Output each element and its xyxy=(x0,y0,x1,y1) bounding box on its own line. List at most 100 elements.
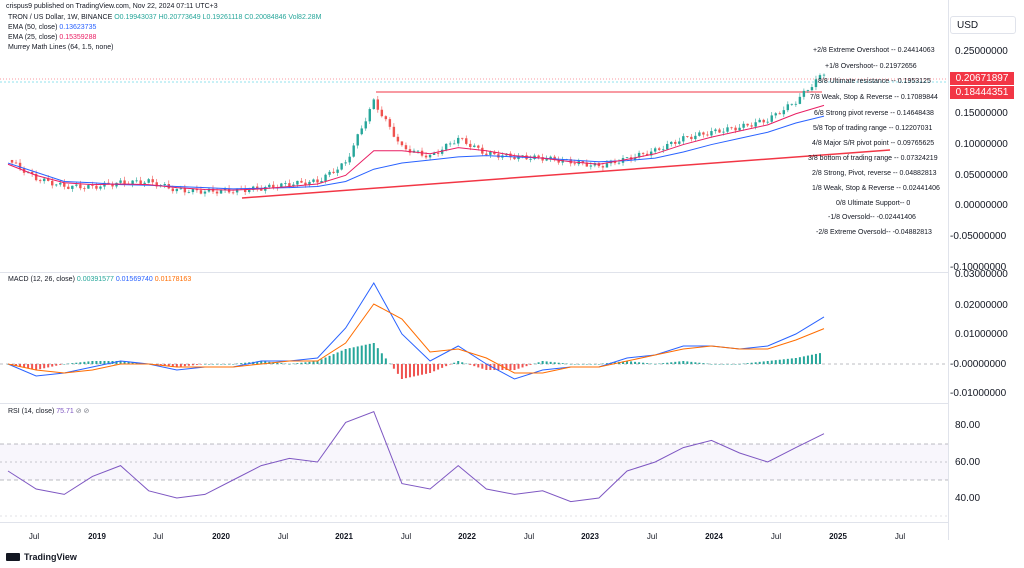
symbol-legend[interactable]: TRON / US Dollar, 1W, BINANCE O0.1994303… xyxy=(8,14,321,21)
macd-hist-bar xyxy=(15,364,18,366)
candle-body xyxy=(219,189,223,194)
candle-body xyxy=(340,163,343,170)
time-tick: 2024 xyxy=(705,532,723,541)
macd-hist-bar xyxy=(722,364,725,365)
macd-hist-bar xyxy=(658,363,661,365)
candle-body xyxy=(818,75,822,80)
macd-hist-bar xyxy=(123,361,126,364)
rsi-line xyxy=(7,410,825,503)
candle-body xyxy=(541,157,544,161)
ema25-legend[interactable]: EMA (25, close) 0.15359288 xyxy=(8,34,96,41)
murrey-label: Murrey Math Lines (64, 1.5, none) xyxy=(8,44,114,51)
candle-body xyxy=(388,119,392,127)
candle-body xyxy=(436,152,440,154)
chart-canvas[interactable] xyxy=(0,0,948,540)
candle-body xyxy=(706,134,709,136)
candle-body xyxy=(211,188,215,192)
pane-divider-rsi[interactable] xyxy=(0,403,948,404)
macd-hist-bar xyxy=(216,364,219,365)
symbol-title: TRON / US Dollar, 1W, BINANCE xyxy=(8,14,113,21)
macd-hist-bar xyxy=(473,364,476,367)
ema25-label: EMA (25, close) xyxy=(8,34,58,41)
murrey-level: +2/8 Extreme Overshoot -- 0.24414063 xyxy=(813,47,935,54)
candle-body xyxy=(59,182,62,185)
macd-hist-bar xyxy=(71,363,74,364)
macd-hist-bar xyxy=(195,364,198,365)
candle-body xyxy=(380,109,384,117)
candle-body xyxy=(416,150,420,152)
candle-body xyxy=(171,188,175,192)
macd-hist-bar xyxy=(802,356,805,364)
candle-body xyxy=(368,109,371,122)
macd-hist-bar xyxy=(79,362,82,364)
macd-hist-bar xyxy=(368,343,371,364)
candle-body xyxy=(203,191,207,194)
murrey-level: 0/8 Ultimate Support-- 0 xyxy=(836,200,911,207)
candle-body xyxy=(344,162,347,164)
candle-body xyxy=(601,166,605,168)
candle-body xyxy=(308,181,311,186)
macd-hist-bar xyxy=(115,361,118,364)
rsi-settings-icon[interactable]: ⊘ ⊘ xyxy=(75,408,90,415)
candle-body xyxy=(573,163,576,165)
candle-body xyxy=(300,180,303,183)
murrey-level: 3/8 bottom of trading range -- 0.0732421… xyxy=(808,155,938,162)
macd-hist-bar xyxy=(577,364,580,365)
macd-hist-bar xyxy=(425,364,428,374)
candle-body xyxy=(718,129,721,133)
macd-hist-bar xyxy=(107,361,110,364)
pane-divider-macd[interactable] xyxy=(0,272,948,273)
macd-hist-bar xyxy=(638,362,641,364)
candle-body xyxy=(428,154,432,158)
macd-hist-bar xyxy=(662,363,665,364)
macd-hist-bar xyxy=(634,361,637,364)
candle-body xyxy=(641,152,645,154)
candle-body xyxy=(798,96,802,104)
rsi-legend[interactable]: RSI (14, close) 75.71 ⊘ ⊘ xyxy=(8,407,89,415)
candle-body xyxy=(649,151,653,156)
macd-hist-bar xyxy=(517,364,520,369)
macd-hist-bar xyxy=(412,364,415,377)
ema25-line xyxy=(7,104,825,191)
currency-button[interactable]: USD xyxy=(950,16,1016,34)
ema50-line xyxy=(7,115,825,190)
macd-tick: 0.01000000 xyxy=(955,329,1008,340)
murrey-legend[interactable]: Murrey Math Lines (64, 1.5, none) xyxy=(8,44,113,51)
macd-hist-bar xyxy=(167,364,170,367)
macd-hist-bar xyxy=(380,353,383,364)
macd-hist-bar xyxy=(698,362,701,364)
macd-legend[interactable]: MACD (12, 26, close) 0.00391577 0.015697… xyxy=(8,276,191,283)
macd-label: MACD (12, 26, close) xyxy=(8,276,75,283)
candle-body xyxy=(119,180,122,183)
price-tick: 0.25000000 xyxy=(955,46,1008,57)
ema50-legend[interactable]: EMA (50, close) 0.13623735 xyxy=(8,24,96,31)
macd-hist-bar xyxy=(228,364,231,365)
macd-hist-bar xyxy=(818,353,821,364)
candle-body xyxy=(569,159,572,164)
time-tick: 2021 xyxy=(335,532,353,541)
macd-hist-bar xyxy=(453,362,456,364)
tradingview-brand[interactable]: TradingView xyxy=(6,552,77,562)
candle-body xyxy=(493,151,496,155)
macd-hist-bar xyxy=(734,364,737,365)
candle-body xyxy=(432,152,436,155)
candle-body xyxy=(71,185,74,189)
candle-body xyxy=(352,145,355,157)
time-axis-border xyxy=(0,522,948,523)
macd-hist-bar xyxy=(336,352,339,364)
candle-body xyxy=(215,191,219,194)
candle-body xyxy=(702,132,705,135)
candle-body xyxy=(392,126,396,137)
candle-body xyxy=(770,115,773,122)
macd-hist-value: 0.00391577 xyxy=(76,276,114,283)
macd-hist-bar xyxy=(288,364,291,365)
macd-hist-bar xyxy=(99,361,102,364)
candle-body xyxy=(336,169,339,173)
candle-body xyxy=(163,184,166,186)
candle-body xyxy=(424,155,428,158)
candle-body xyxy=(625,157,629,159)
candle-body xyxy=(364,121,367,129)
macd-hist-bar xyxy=(131,362,134,364)
time-tick: Jul xyxy=(152,532,164,541)
time-tick: Jul xyxy=(523,532,535,541)
